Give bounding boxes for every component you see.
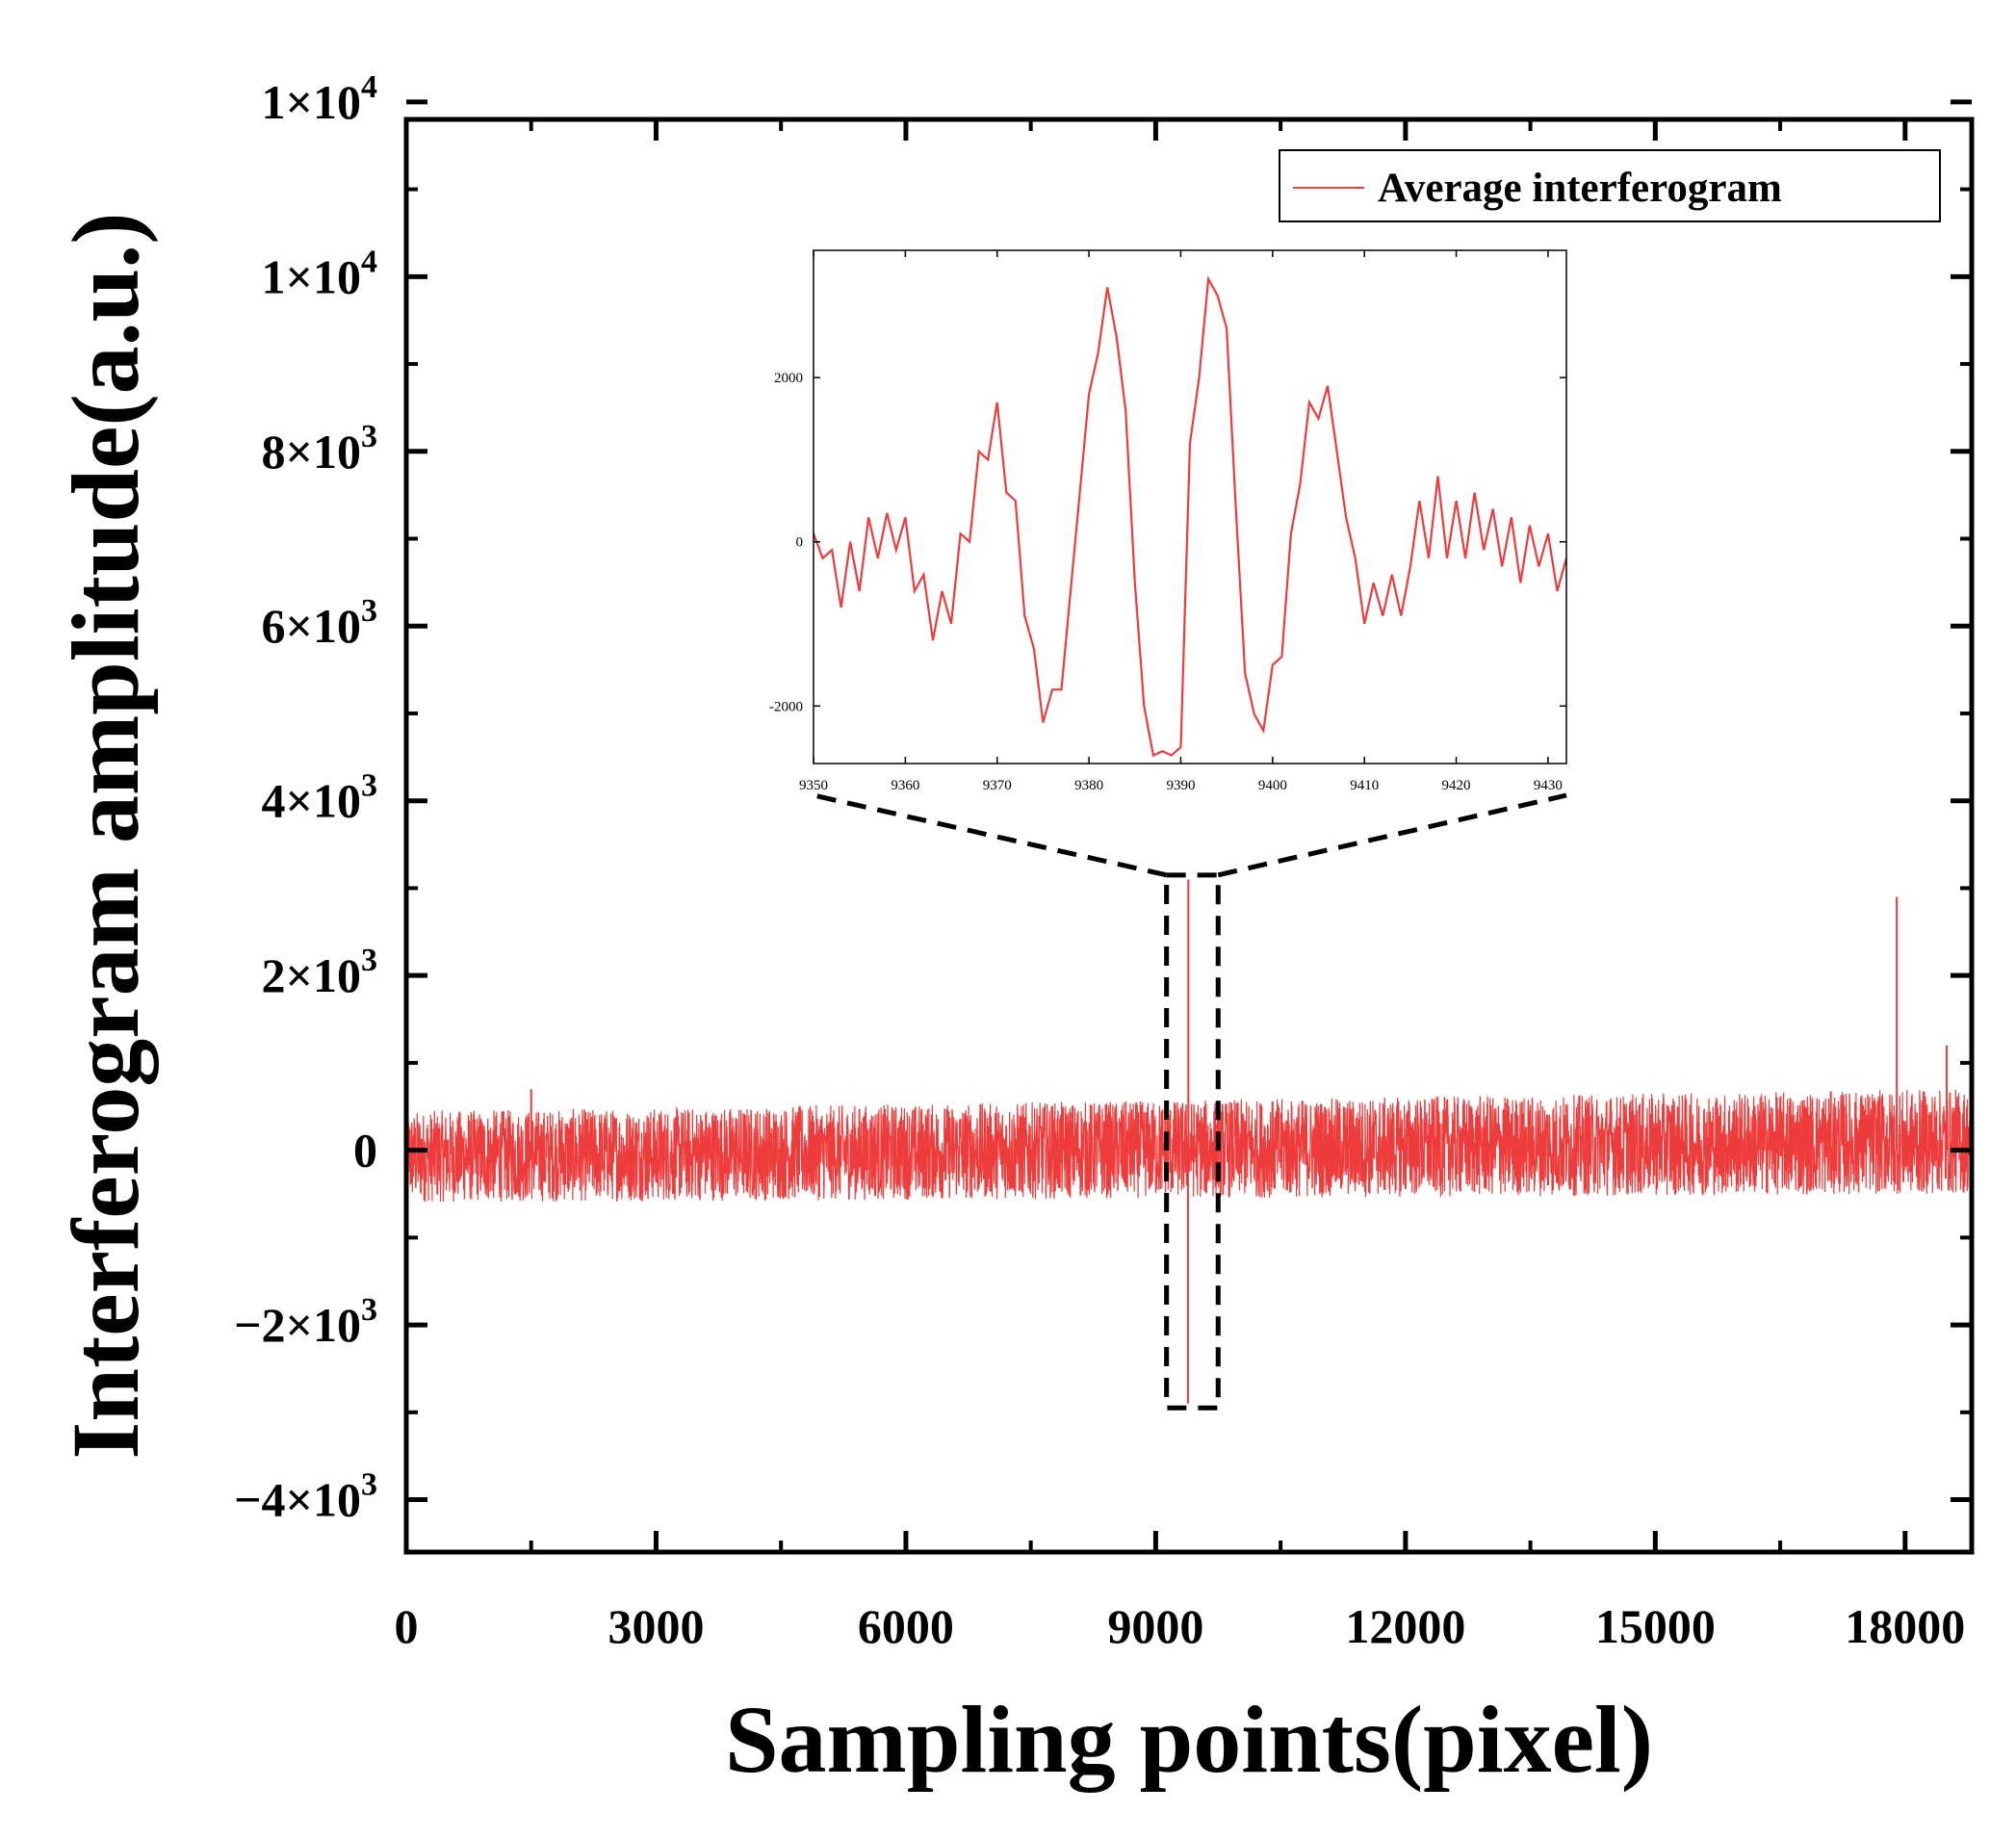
inset-x-tick-label: 9380 <box>1074 778 1103 793</box>
inset-x-tick-label: 9370 <box>983 778 1012 793</box>
main-y-axis: −4×103 −2×103 0 2×103 4×103 6×103 8×103 1×104 1×… <box>234 69 1972 1527</box>
main-y-tick-label: 6×103 <box>262 593 378 653</box>
zoom-box <box>1164 872 1221 1411</box>
main-y-tick-label: 1×104 <box>262 244 378 303</box>
main-y-tick-label: 8×103 <box>262 419 378 479</box>
inset-background <box>814 250 1566 764</box>
inset-x-tick-label: 9400 <box>1258 778 1287 793</box>
zoom-indicator <box>813 792 1567 1411</box>
inset-x-tick-label: 9360 <box>891 778 919 793</box>
main-x-tick-label: 0 <box>395 1599 419 1653</box>
main-x-tick-label: 9000 <box>1107 1599 1203 1653</box>
inset-y-axis: -2000 0 2000 <box>769 371 1566 714</box>
inset-x-tick-label: 9430 <box>1534 778 1563 793</box>
main-x-tick-label: 6000 <box>858 1599 954 1653</box>
main-y-tick-label: −4×103 <box>234 1467 377 1527</box>
main-y-tick-label: 1×104 <box>262 69 378 129</box>
legend-label: Average interferogram <box>1378 166 1782 211</box>
x-axis-title: Sampling points(pixel) <box>725 1686 1653 1793</box>
inset-y-tick-label: 0 <box>796 535 804 551</box>
inset-x-tick-label: 9410 <box>1350 778 1379 793</box>
main-y-tick-label: 4×103 <box>262 768 378 828</box>
inset-y-tick-label: -2000 <box>769 699 803 714</box>
main-noise-trace <box>405 1090 1973 1203</box>
main-y-tick-label: −2×103 <box>234 1292 377 1352</box>
main-x-tick-label: 3000 <box>607 1599 704 1653</box>
main-x-tick-label: 18000 <box>1845 1599 1965 1653</box>
main-plot-frame <box>403 117 1975 1555</box>
inset-x-tick-label: 9350 <box>799 778 828 793</box>
inset-chart: 9350 9360 9370 9380 9390 9400 9410 9420 9430 -20… <box>769 249 1568 793</box>
main-y-tick-label: 0 <box>353 1124 377 1178</box>
inset-trace <box>812 275 1568 758</box>
main-x-tick-label: 15000 <box>1595 1599 1716 1653</box>
legend-box <box>1279 149 1941 222</box>
inset-x-axis: 9350 9360 9370 9380 9390 9400 9410 9420 9430 <box>799 250 1563 793</box>
y-axis-title: Interferogram amplitude(a.u.) <box>52 212 159 1459</box>
legend: Average interferogram <box>1279 149 1941 222</box>
inset-series <box>812 275 1568 758</box>
inset-frame <box>813 249 1567 764</box>
inset-x-tick-label: 9390 <box>1166 778 1195 793</box>
inset-x-tick-label: 9420 <box>1442 778 1471 793</box>
inset-y-tick-label: 2000 <box>774 371 803 386</box>
main-x-tick-label: 12000 <box>1345 1599 1465 1653</box>
main-series-average-interferogram <box>405 879 1973 1404</box>
main-x-axis: 0 3000 6000 9000 12000 15000 18000 <box>395 119 1965 1653</box>
main-y-tick-label: 2×103 <box>262 943 378 1002</box>
